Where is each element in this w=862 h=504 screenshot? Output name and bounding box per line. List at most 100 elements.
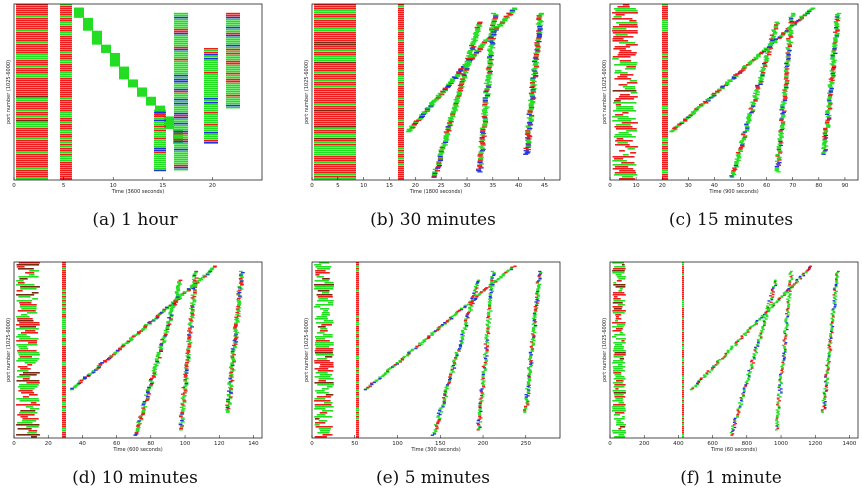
traffic-point — [187, 335, 192, 337]
traffic-point — [178, 414, 183, 416]
traffic-point — [829, 70, 834, 72]
traffic-point — [742, 66, 747, 68]
traffic-point — [149, 384, 154, 386]
traffic-point — [483, 90, 489, 92]
traffic-point — [437, 420, 441, 422]
traffic-point — [762, 64, 768, 66]
traffic-stripe — [682, 336, 684, 338]
traffic-point — [233, 343, 238, 345]
traffic-point — [486, 328, 490, 331]
traffic-stripe — [356, 280, 359, 282]
traffic-point — [468, 302, 473, 305]
traffic-point — [447, 124, 453, 127]
traffic-stripe — [60, 92, 72, 94]
traffic-point — [509, 11, 515, 14]
traffic-stripe — [314, 406, 334, 408]
traffic-stripe — [612, 432, 626, 434]
traffic-point — [108, 356, 112, 359]
traffic-point — [448, 120, 454, 123]
traffic-stripe — [60, 6, 72, 8]
traffic-point — [834, 273, 838, 275]
traffic-point — [779, 381, 783, 383]
traffic-point — [236, 310, 241, 312]
traffic-stripe — [204, 120, 218, 122]
traffic-point — [162, 308, 167, 311]
traffic-point — [528, 357, 532, 359]
traffic-point — [531, 330, 535, 332]
traffic-point — [778, 151, 783, 153]
traffic-stripe — [18, 386, 38, 388]
traffic-stripe — [16, 148, 48, 150]
traffic-point — [736, 409, 740, 412]
traffic-stripe — [682, 334, 684, 336]
traffic-point — [193, 285, 198, 287]
traffic-point — [489, 27, 495, 29]
traffic-point — [777, 138, 782, 140]
traffic-stripe — [314, 152, 356, 154]
traffic-stripe — [398, 102, 404, 104]
traffic-stripe — [356, 332, 359, 334]
traffic-stripe — [26, 426, 39, 428]
traffic-stripe — [662, 154, 668, 156]
traffic-stripe — [62, 372, 66, 374]
traffic-stripe — [62, 394, 66, 396]
traffic-stripe — [613, 378, 626, 380]
traffic-point — [528, 379, 532, 382]
traffic-point — [233, 323, 238, 325]
traffic-point — [836, 275, 839, 277]
traffic-point — [536, 17, 542, 19]
traffic-stripe — [62, 422, 66, 424]
traffic-stripe — [612, 30, 638, 32]
traffic-stripe — [612, 430, 626, 432]
traffic-stripe — [682, 346, 684, 348]
traffic-point — [743, 65, 748, 67]
traffic-point — [445, 320, 449, 323]
traffic-stripe — [662, 124, 668, 126]
traffic-point — [461, 332, 465, 334]
traffic-point — [823, 381, 827, 383]
traffic-stripe — [325, 394, 334, 396]
traffic-point — [496, 23, 502, 26]
traffic-point — [449, 80, 455, 83]
traffic-point — [730, 428, 734, 430]
traffic-stripe — [60, 136, 72, 138]
traffic-point — [769, 304, 772, 306]
traffic-stripe — [17, 310, 36, 312]
traffic-stripe — [226, 36, 240, 39]
traffic-stripe — [154, 147, 166, 150]
traffic-point — [780, 123, 786, 125]
traffic-point — [191, 303, 196, 306]
traffic-point — [442, 403, 446, 405]
traffic-point — [145, 391, 150, 394]
traffic-stripe — [682, 302, 684, 304]
traffic-point — [826, 359, 830, 362]
traffic-stripe — [16, 8, 48, 10]
traffic-point — [444, 139, 450, 141]
traffic-point — [533, 52, 539, 54]
traffic-stripe — [16, 56, 48, 58]
traffic-point — [181, 386, 186, 389]
traffic-stripe — [174, 82, 188, 85]
traffic-stripe — [356, 394, 359, 396]
traffic-point — [500, 21, 506, 24]
traffic-point — [504, 16, 510, 19]
traffic-point — [187, 339, 192, 341]
traffic-point — [510, 10, 516, 13]
traffic-point — [787, 295, 791, 298]
traffic-point — [486, 315, 491, 317]
traffic-point — [761, 49, 767, 52]
traffic-point — [529, 341, 534, 343]
traffic-point — [537, 24, 544, 26]
traffic-point — [777, 143, 782, 145]
traffic-point — [700, 103, 705, 105]
traffic-point — [180, 417, 185, 419]
traffic-point — [235, 308, 240, 310]
traffic-point — [155, 315, 160, 318]
traffic-point — [834, 36, 840, 38]
traffic-stripe — [154, 113, 166, 116]
traffic-stripe — [617, 76, 628, 78]
traffic-point — [202, 274, 207, 277]
traffic-point — [185, 355, 190, 357]
traffic-stripe — [60, 176, 72, 178]
traffic-point — [826, 369, 830, 371]
